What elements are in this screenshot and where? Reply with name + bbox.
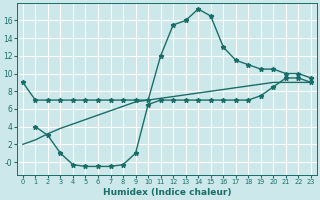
X-axis label: Humidex (Indice chaleur): Humidex (Indice chaleur) — [103, 188, 231, 197]
